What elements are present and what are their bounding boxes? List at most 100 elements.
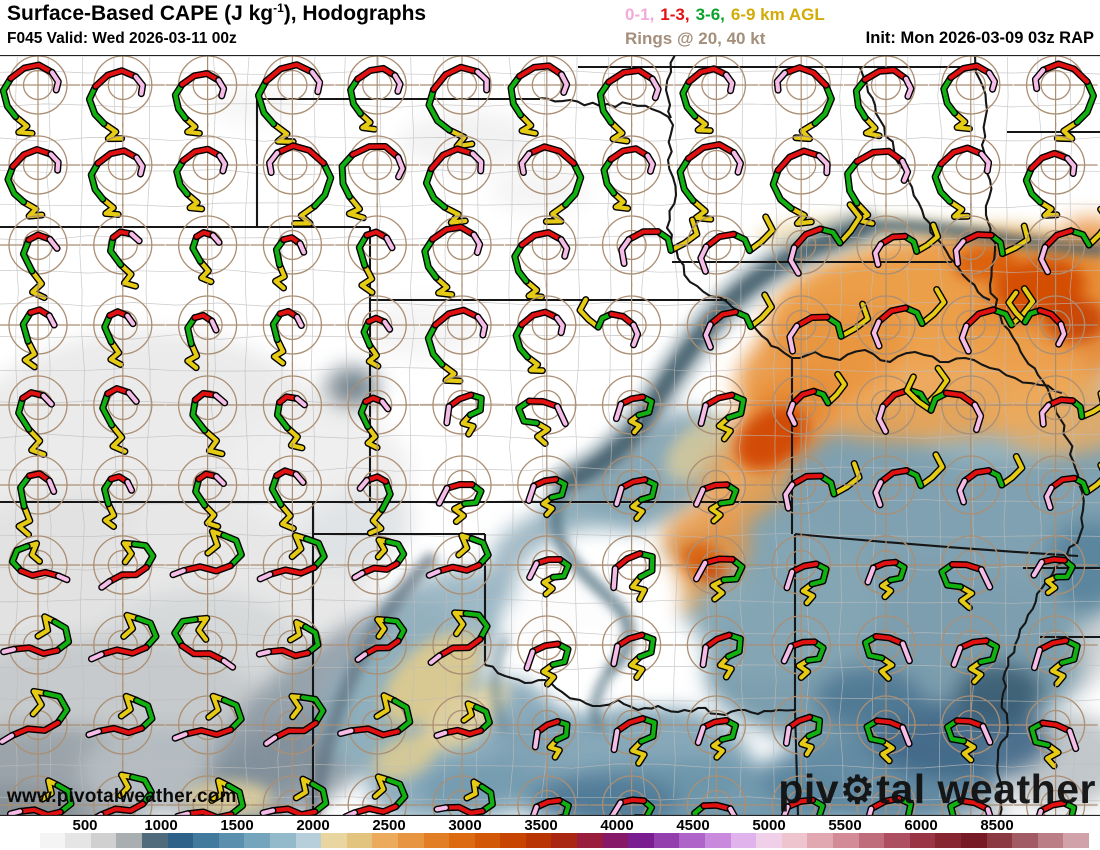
hodograph xyxy=(674,763,759,816)
hodograph xyxy=(335,55,420,133)
hodograph xyxy=(928,123,1013,220)
colorbar-cell xyxy=(346,833,373,848)
hodograph-level-legend: 0-1, 1-3, 3-6, 6-9 km AGL xyxy=(625,5,831,25)
colorbar-cell xyxy=(244,833,270,848)
hodograph xyxy=(420,363,504,447)
colorbar-cell xyxy=(833,833,859,848)
hodograph xyxy=(504,683,589,767)
colorbar-cell xyxy=(1063,833,1089,848)
hodograph xyxy=(250,363,335,452)
hodograph xyxy=(335,683,420,767)
hodograph xyxy=(576,283,674,367)
hodograph xyxy=(165,203,250,287)
colorbar-cell xyxy=(781,833,808,848)
hodograph xyxy=(420,763,504,816)
hodograph xyxy=(1013,55,1098,143)
hodograph xyxy=(759,603,844,687)
colorbar-cell xyxy=(602,833,629,848)
hodograph xyxy=(165,523,250,607)
rings-legend: Rings @ 20, 40 kt xyxy=(625,29,766,48)
hodograph xyxy=(165,55,250,137)
hodograph xyxy=(589,55,674,145)
colorbar-cell xyxy=(193,833,219,848)
hodograph xyxy=(1013,603,1098,688)
hodograph xyxy=(759,283,872,367)
hodograph xyxy=(0,683,80,767)
legend-item-6-9km: 6-9 km AGL xyxy=(730,5,825,24)
colorbar-tick-label: 5000 xyxy=(752,817,786,834)
hodograph xyxy=(589,443,674,527)
hodograph xyxy=(589,363,674,447)
hodograph xyxy=(928,603,1013,687)
hodograph xyxy=(250,763,335,816)
hodograph xyxy=(250,683,335,767)
hodograph xyxy=(759,123,844,227)
hodograph xyxy=(504,363,589,447)
colorbar-cell xyxy=(960,833,987,848)
hodograph xyxy=(1013,363,1100,447)
hodograph xyxy=(1013,443,1100,527)
hodograph xyxy=(844,603,928,687)
hodograph xyxy=(674,603,759,687)
hodograph xyxy=(0,443,80,539)
hodograph xyxy=(759,55,844,143)
hodograph xyxy=(928,283,1037,367)
hodograph xyxy=(80,55,165,143)
hodograph xyxy=(80,283,165,368)
hodograph xyxy=(589,203,701,287)
hodograph xyxy=(80,443,165,530)
hodograph xyxy=(844,283,948,367)
hodograph xyxy=(420,443,504,527)
hodograph xyxy=(759,363,848,447)
colorbar-cell xyxy=(141,833,168,848)
colorbar-cell xyxy=(14,833,40,848)
hodograph xyxy=(759,201,864,287)
hodograph xyxy=(504,443,589,527)
colorbar-cell xyxy=(269,833,296,848)
colorbar-cell xyxy=(90,833,117,848)
colorbar-tick-label: 8500 xyxy=(980,817,1014,834)
hodograph xyxy=(420,203,504,299)
hodograph xyxy=(844,763,928,816)
hodograph xyxy=(250,523,335,607)
colorbar-cell xyxy=(525,833,552,848)
colorbar-cell xyxy=(1037,833,1064,848)
hodograph xyxy=(759,763,844,816)
title-superscript: -1 xyxy=(273,1,284,15)
hodograph xyxy=(589,603,674,687)
colorbar-cell xyxy=(730,833,757,848)
cape-fill-high-orange xyxy=(637,217,1100,617)
colorbar-cell xyxy=(65,833,91,848)
hodograph xyxy=(165,443,250,530)
colorbar-cell xyxy=(372,833,398,848)
hodograph xyxy=(928,763,1013,816)
colorbar-cell xyxy=(884,833,910,848)
colorbar-tick-label: 3000 xyxy=(448,817,482,834)
colorbar-tick-label: 1500 xyxy=(220,817,254,834)
hodograph xyxy=(0,603,80,687)
hodograph xyxy=(504,763,589,816)
hodograph xyxy=(80,363,165,455)
hodograph xyxy=(928,523,1013,612)
colorbar-cell xyxy=(935,833,961,848)
hodograph xyxy=(250,603,335,687)
hodograph xyxy=(589,683,674,767)
hodograph xyxy=(420,283,504,385)
hodograph xyxy=(165,363,250,458)
colorbar-cell xyxy=(756,833,782,848)
hodograph xyxy=(335,203,420,296)
hodograph xyxy=(80,603,165,687)
hodograph xyxy=(504,203,589,301)
hodograph xyxy=(165,123,250,213)
hodograph xyxy=(928,683,1013,767)
legend-item-1-3km: 1-3, xyxy=(660,5,690,24)
legend-item-0-1km: 0-1, xyxy=(625,5,655,24)
hodograph xyxy=(80,203,165,290)
hodograph xyxy=(250,203,335,292)
colorbar-cell xyxy=(116,833,142,848)
colorbar-cell xyxy=(449,833,475,848)
hodograph xyxy=(165,683,250,767)
hodograph xyxy=(928,203,1032,287)
hodograph xyxy=(0,523,80,607)
colorbar-cell xyxy=(167,833,194,848)
